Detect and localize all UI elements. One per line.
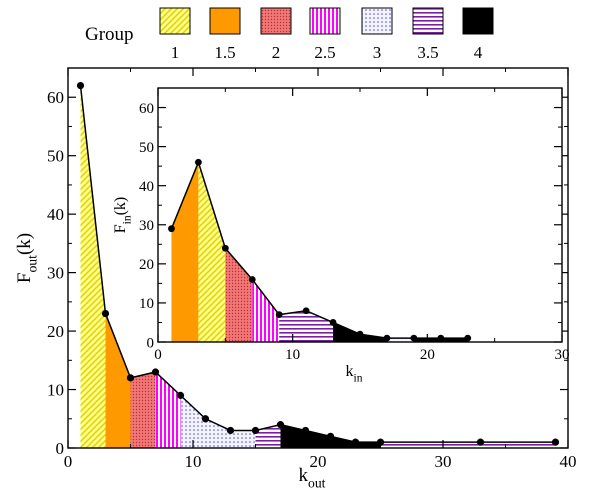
inset-data-point <box>168 225 175 233</box>
inset-y-tick-label: 60 <box>139 101 154 117</box>
inset-data-point <box>464 334 472 342</box>
main-y-tick-label: 40 <box>47 205 64 224</box>
inset-y-tick-label: 10 <box>139 296 154 312</box>
legend-label-4: 4 <box>474 43 483 62</box>
main-area-segment-group-3-4 <box>180 395 256 448</box>
inset-y-tick-label: 30 <box>139 218 154 234</box>
inset-data-point <box>437 334 445 342</box>
main-area-segment-group-2_5-3 <box>155 372 181 448</box>
inset-x-axis-label: kin <box>346 363 363 385</box>
inset-y-axis-label-sub: in <box>122 215 134 224</box>
inset-x-axis-label-main: k <box>346 363 354 380</box>
inset-area-segment-group-1_5-0 <box>171 162 199 342</box>
inset-x-tick-label: 0 <box>154 347 162 363</box>
main-y-tick-label: 20 <box>47 322 64 341</box>
inset-data-point <box>248 276 256 283</box>
inset-data-point <box>221 244 229 252</box>
main-data-point <box>476 438 485 446</box>
main-data-point <box>151 368 160 376</box>
inset-data-point <box>383 334 391 342</box>
inset-area-segment-group-2_5-3 <box>252 279 280 342</box>
main-y-tick-label: 50 <box>47 147 64 166</box>
main-y-tick-label: 60 <box>47 88 64 107</box>
main-area-segment-group-3_5-5 <box>255 424 281 448</box>
inset-area-segment-group-4-5 <box>333 322 387 342</box>
main-data-point <box>101 309 110 318</box>
legend-label-3.5: 3.5 <box>417 43 438 62</box>
main-x-axis-label: kout <box>299 465 326 491</box>
main-y-axis-label-main: F <box>14 273 35 284</box>
inset-x-axis-label-sub: in <box>354 373 363 385</box>
inset-y-tick-label: 20 <box>139 257 154 273</box>
main-y-axis-label-sub: out <box>25 255 40 273</box>
main-x-tick-label: 0 <box>64 452 73 471</box>
main-data-point <box>226 426 235 435</box>
legend-label-3: 3 <box>373 43 382 62</box>
main-data-point <box>251 426 260 435</box>
inset-data-point <box>195 158 202 166</box>
legend-label-1: 1 <box>171 43 180 62</box>
main-area-segment-group-1_5-1 <box>105 313 131 448</box>
main-data-point <box>126 374 135 382</box>
legend-title: Group <box>85 24 134 45</box>
inset-area-segment-group-1-1 <box>198 162 226 342</box>
main-y-axis-label: Fout(k) <box>14 233 40 283</box>
main-area-segment-group-3_5-7 <box>380 442 556 448</box>
inset-y-tick-label: 0 <box>147 335 155 351</box>
inset-area-segment-group-2-2 <box>225 248 253 342</box>
inset-data-point <box>302 307 310 315</box>
main-data-point <box>276 421 285 429</box>
inset-y-axis-label-main: F <box>112 224 129 233</box>
inset-data-point <box>275 311 283 319</box>
inset-y-axis-label-suffix: (k) <box>112 197 129 216</box>
legend-swatch-1 <box>159 7 191 35</box>
main-x-tick-label: 20 <box>310 452 327 471</box>
legend-label-2.5: 2.5 <box>314 43 335 62</box>
main-y-tick-label: 0 <box>56 439 65 458</box>
main-x-tick-label: 30 <box>435 452 452 471</box>
main-x-axis-label-main: k <box>299 465 309 486</box>
legend-swatch-4 <box>462 7 494 35</box>
main-area-segment-group-1-0 <box>80 85 106 449</box>
inset-x-tick-label: 10 <box>285 347 300 363</box>
inset-area-segment-group-3-6 <box>386 338 414 342</box>
legend: Group 1 1.5 2 2.5 3 3.5 4 <box>85 7 494 62</box>
main-data-point <box>176 391 185 399</box>
main-data-point <box>201 415 210 423</box>
main-y-tick-label: 10 <box>47 380 64 399</box>
main-y-tick-label: 30 <box>47 264 64 283</box>
inset-data-point <box>410 334 418 342</box>
main-x-axis-label-sub: out <box>308 476 326 491</box>
main-x-tick-label: 40 <box>560 452 577 471</box>
legend-swatch-1.5 <box>209 7 241 35</box>
inset-data-point <box>329 319 337 326</box>
main-data-point <box>376 438 385 446</box>
inset-series-line <box>170 160 468 339</box>
main-data-point <box>551 438 560 446</box>
main-data-point <box>76 81 85 90</box>
main-data-point <box>326 432 335 440</box>
legend-swatch-3 <box>361 7 393 35</box>
inset-y-tick-label: 40 <box>139 179 154 195</box>
main-y-axis-label-suffix: (k) <box>14 233 35 255</box>
main-x-tick-label: 10 <box>185 452 202 471</box>
legend-swatch-3.5 <box>412 7 444 35</box>
legend-swatch-2 <box>260 7 292 35</box>
inset-y-axis-label: Fin(k) <box>112 197 134 234</box>
main-area-segment-group-2-2 <box>130 372 156 448</box>
main-data-point <box>351 438 360 446</box>
legend-label-2: 2 <box>272 43 281 62</box>
inset-data-point <box>356 330 364 338</box>
legend-label-1.5: 1.5 <box>214 43 235 62</box>
inset-x-tick-label: 30 <box>555 347 570 363</box>
main-data-point <box>301 426 310 435</box>
legend-swatch-2.5 <box>309 7 341 35</box>
inset-y-tick-label: 50 <box>139 140 154 156</box>
inset-x-tick-label: 20 <box>420 347 435 363</box>
